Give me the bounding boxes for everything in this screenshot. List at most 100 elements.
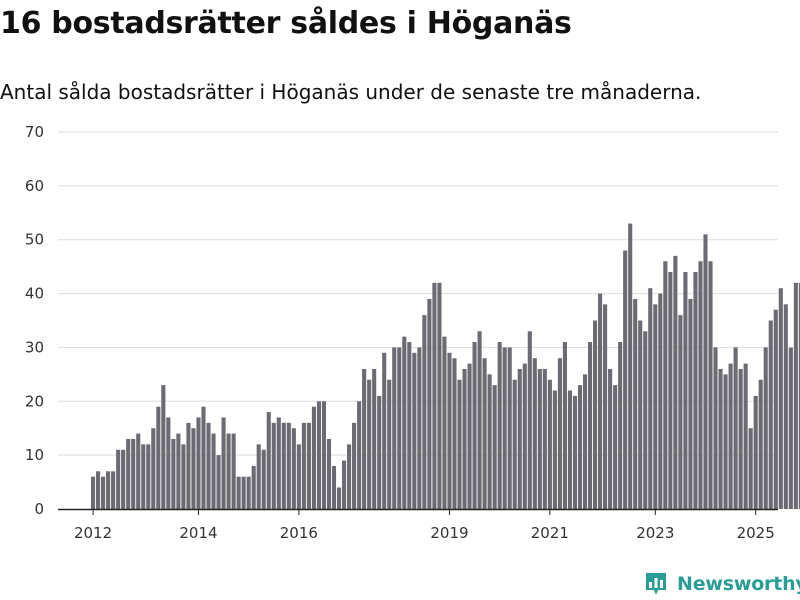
bar: [587, 342, 593, 509]
bar: [276, 417, 281, 509]
bar: [171, 438, 176, 509]
bar: [96, 471, 101, 509]
newsworthy-logo[interactable]: Newsworthy: [644, 568, 800, 600]
bar: [271, 422, 276, 509]
bar: [156, 406, 161, 509]
bar: [788, 347, 793, 509]
bar: [653, 304, 658, 509]
bar: [793, 282, 798, 509]
bar: [166, 417, 171, 509]
bar: [537, 368, 542, 509]
bar: [618, 342, 623, 509]
bar: [357, 401, 362, 509]
bar: [547, 379, 552, 509]
bar: [281, 422, 286, 509]
bar: [231, 433, 236, 509]
bar: [392, 347, 397, 509]
bar: [427, 298, 432, 509]
bar: [402, 336, 407, 509]
bar: [161, 385, 166, 509]
bar: [301, 422, 306, 509]
bar: [693, 272, 698, 509]
bar: [572, 395, 578, 509]
bar: [738, 368, 743, 509]
bar: [668, 272, 673, 509]
bar: [151, 428, 156, 509]
bar: [623, 250, 628, 510]
bar: [206, 422, 211, 509]
bar: [718, 368, 723, 509]
y-tick-label: 30: [25, 338, 44, 356]
y-tick-label: 20: [25, 392, 44, 410]
bar: [286, 422, 291, 509]
bar: [613, 385, 618, 509]
bar: [593, 320, 598, 509]
bar: [221, 417, 226, 509]
bar: [101, 476, 106, 509]
y-tick-label: 50: [25, 231, 44, 249]
bar: [517, 368, 522, 509]
bar: [698, 261, 703, 509]
bar: [422, 315, 427, 509]
y-tick-label: 40: [25, 285, 44, 303]
bar: [678, 315, 683, 509]
bar: [713, 347, 718, 509]
bar: [773, 309, 778, 509]
bar: [136, 433, 141, 509]
bar: [487, 374, 492, 509]
bar: [723, 374, 728, 509]
bar: [582, 374, 588, 509]
y-axis-ticks: 0 10 20 30 40 50 60 70: [25, 123, 44, 518]
bar: [467, 363, 472, 509]
bar: [437, 282, 442, 509]
bar: [306, 422, 311, 509]
bar: [643, 331, 648, 509]
bar: [266, 412, 271, 509]
bar: [462, 368, 467, 509]
bar: [798, 282, 800, 509]
bar: [196, 417, 201, 509]
bar: [763, 347, 768, 509]
bar: [296, 444, 301, 509]
bar: [246, 476, 251, 509]
bar: [367, 379, 372, 509]
bar: [382, 352, 387, 509]
bar: [326, 438, 332, 509]
bar: [557, 358, 562, 509]
y-tick-label: 0: [34, 500, 44, 518]
bar: [131, 438, 136, 509]
bar: [532, 358, 537, 509]
chart-title: 16 bostadsrätter såldes i Höganäs: [0, 6, 572, 41]
bar: [497, 342, 502, 509]
bar: [758, 379, 763, 509]
bar: [407, 342, 412, 509]
bar: [211, 433, 216, 509]
bar: [703, 234, 708, 509]
bar: [141, 444, 146, 509]
bar: [527, 331, 532, 509]
y-tick-label: 70: [25, 123, 44, 141]
bar: [728, 363, 733, 509]
bar: [452, 358, 457, 509]
newsworthy-logo-icon: [646, 573, 666, 595]
bar: [658, 293, 663, 509]
bar: [633, 298, 638, 509]
bar: [748, 428, 753, 509]
bar: [417, 347, 422, 509]
bar: [372, 368, 377, 509]
bar: [743, 363, 748, 509]
bar: [733, 347, 738, 509]
bar: [216, 455, 221, 509]
bar: [311, 406, 316, 509]
bar: [251, 465, 256, 509]
bar: [688, 298, 693, 509]
bar: [387, 379, 392, 509]
bar: [442, 336, 447, 509]
bar: [121, 449, 126, 509]
y-tick-label: 10: [25, 446, 44, 464]
bar: [577, 385, 583, 509]
x-tick-label: 2025: [737, 524, 775, 542]
bar: [628, 223, 633, 509]
bar: [106, 471, 111, 509]
